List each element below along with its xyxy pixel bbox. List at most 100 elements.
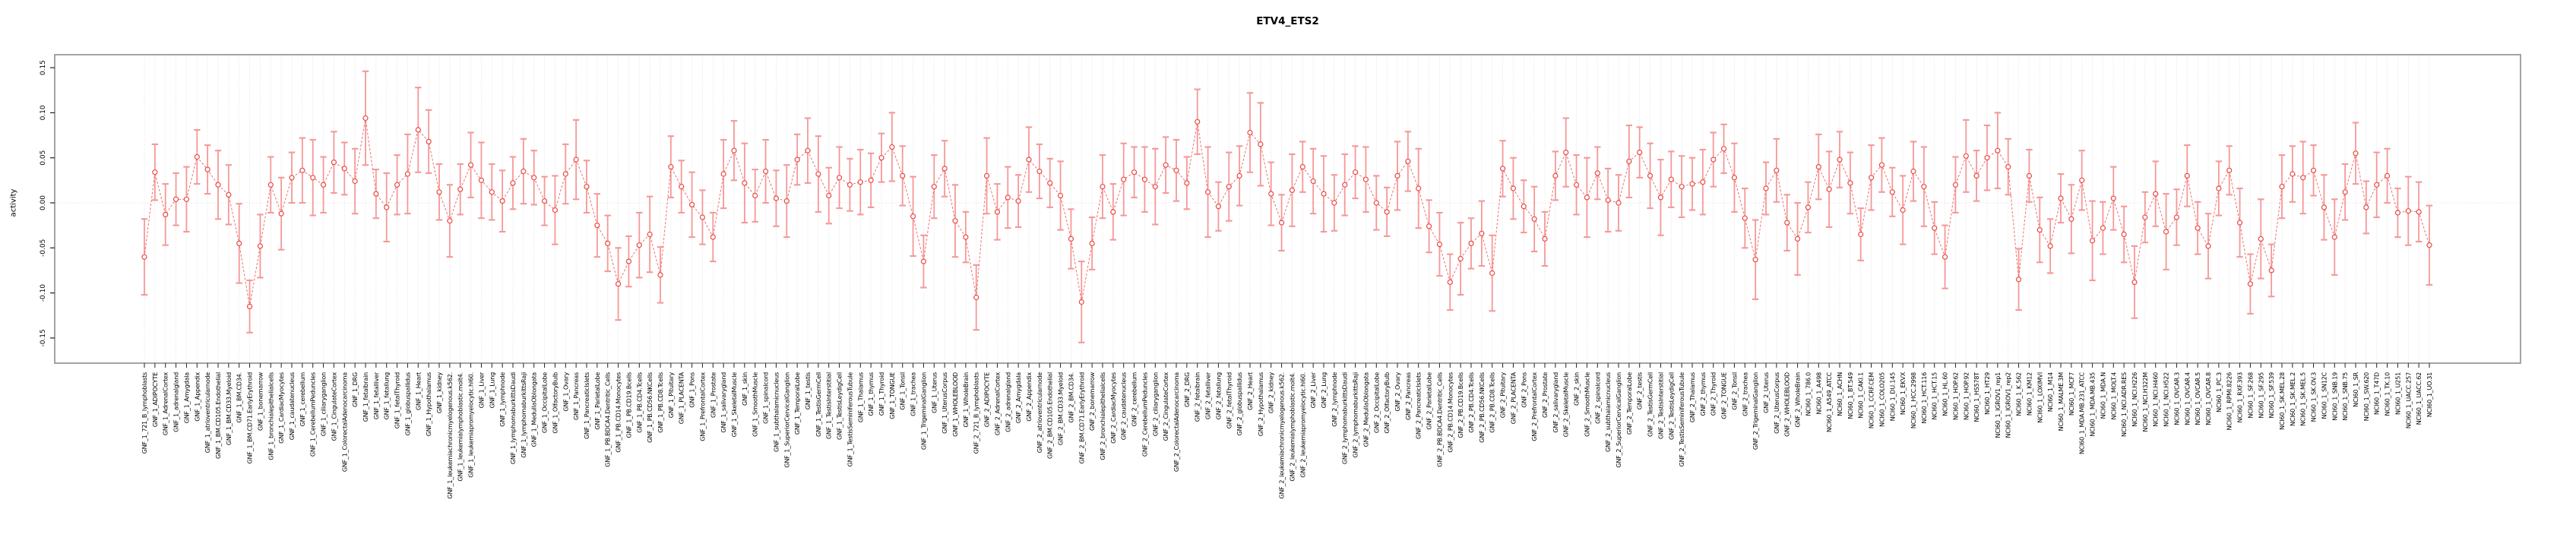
data-point: [467, 162, 474, 168]
x-tick-label: GNF_2_fetalThyroid: [1226, 372, 1233, 428]
x-tick-label: GNF_1_ADIPOCYTE: [152, 372, 159, 427]
x-tick-label: NCI60_1_HOP.62: [1952, 372, 1959, 420]
x-tick-label: GNF_1_Heart: [415, 372, 422, 410]
data-point: [878, 155, 885, 161]
data-point: [1679, 184, 1685, 190]
x-tick-label: NCI60_1_IGROV1_rep2: [2005, 372, 2012, 438]
x-tick-label: GNF_1_BM.CD34.: [236, 372, 243, 422]
data-point: [1131, 169, 1138, 175]
data-point: [605, 240, 611, 246]
data-point: [2163, 229, 2169, 235]
x-tick-label: GNF_1_MedullaOblongata: [531, 372, 538, 447]
x-tick-label: GNF_2_globuspallidus: [1236, 372, 1243, 435]
x-tick-label: GNF_1_Ovary: [562, 372, 569, 412]
data-point: [826, 192, 832, 199]
data-point: [762, 168, 769, 175]
x-tick-label: GNF_1_thymus: [868, 372, 875, 416]
x-tick-label: GNF_1_Lung: [489, 372, 495, 409]
x-tick-label: GNF_2_TONGUE: [1721, 372, 1728, 419]
data-point: [615, 281, 622, 287]
connector-line: [144, 118, 2430, 307]
x-tick-label: GNF_1_leukemiapromyelocytic.hl60.: [468, 372, 475, 478]
data-point: [1310, 178, 1316, 185]
data-point: [2394, 210, 2401, 216]
x-tick-label: GNF_2_SkeletalMuscle: [1563, 372, 1570, 438]
x-tick-label: GNF_1_leukemiachronicmyelogenous.k562.: [447, 372, 454, 499]
x-tick-label: NCI60_1_SF.539: [2268, 372, 2275, 419]
x-tick-label: GNF_1_trachea: [910, 372, 917, 416]
data-point: [1552, 172, 1559, 179]
x-tick-label: GNF_1_AdrenalCortex: [163, 372, 169, 436]
data-point: [1742, 215, 1748, 221]
data-point: [415, 127, 421, 133]
data-point: [2353, 150, 2359, 157]
x-tick-label: NCI60_1_MALME.3M: [2058, 372, 2065, 432]
data-point: [1479, 230, 1485, 236]
data-point: [2142, 214, 2148, 220]
x-tick-label: GNF_2_leukemiapromyelocytic.hl60.: [1299, 372, 1306, 478]
x-tick-label: GNF_1_TONGUE: [889, 372, 896, 419]
x-tick-label: NCI60_1_ACHN: [1837, 372, 1843, 416]
x-tick-label: NCI60_1_MDA.MB.231_ATCC: [2079, 372, 2086, 454]
x-tick-label: GNF_1_bronchialepithelialcells: [267, 372, 274, 460]
data-point: [805, 147, 811, 153]
x-tick-label: GNF_2_ciliaryganglion: [1152, 372, 1159, 436]
data-point: [636, 242, 642, 248]
data-point: [1542, 236, 1548, 242]
data-point: [983, 172, 990, 179]
data-point: [2363, 204, 2369, 210]
x-tick-label: GNF_2_Appendix: [1026, 372, 1033, 422]
data-point: [1963, 153, 1969, 159]
x-tick-label: GNF_2_TrigeminalGanglion: [1752, 372, 1759, 450]
data-point: [1057, 192, 1064, 199]
data-point: [1657, 194, 1664, 201]
x-tick-label: GNF_1_caudatenucleus: [289, 372, 296, 440]
x-tick-label: NCI60_1_UO.31: [2426, 372, 2433, 417]
data-point: [152, 169, 158, 175]
x-tick-label: GNF_2_UterusCorpus: [1774, 372, 1780, 434]
y-tick-label: 0.00: [40, 195, 47, 210]
x-tick-label: GNF_1_PB.CD4.Tcells: [636, 372, 643, 433]
data-point: [478, 177, 485, 183]
x-tick-label: GNF_1_CerebellumPeduncles: [310, 372, 317, 457]
x-tick-label: GNF_1_Pituitary: [668, 372, 675, 419]
data-point: [1531, 216, 1537, 222]
data-point: [362, 115, 369, 122]
x-tick-label: NCI60_1_KM12: [2026, 372, 2033, 416]
x-tick-label: NCI60_1_NCI.ADR.RES: [2121, 372, 2128, 437]
data-point: [1226, 184, 1232, 190]
data-point: [1195, 119, 1201, 125]
data-point: [952, 218, 958, 224]
data-point: [1784, 220, 1790, 226]
data-point: [1689, 181, 1695, 187]
data-point: [1152, 184, 1158, 190]
x-tick-label: GNF_2_721_B_lymphoblasts: [973, 372, 980, 454]
data-point: [720, 171, 726, 177]
x-tick-label: NCI60_1_MDA.MB.435: [2090, 372, 2097, 437]
data-point: [1100, 184, 1106, 190]
x-tick-label: GNF_2_BM.CD71.EarlyErythroid: [1078, 372, 1085, 464]
data-point: [426, 138, 432, 144]
data-point: [447, 218, 453, 224]
x-tick-label: GNF_1_WholeBrain: [963, 372, 970, 428]
data-point: [1594, 170, 1600, 176]
x-tick-label: GNF_2_thymus: [1700, 372, 1707, 416]
data-point: [584, 184, 590, 190]
x-tick-label: GNF_1_Liver: [478, 372, 485, 408]
data-point: [1110, 209, 1116, 215]
data-point: [1805, 204, 1812, 210]
x-tick-label: GNF_2_BM.CD34.: [1068, 372, 1074, 422]
data-point: [1499, 166, 1506, 172]
data-point: [1952, 182, 1959, 188]
x-tick-label: NCI60_1_SK.MEL.28: [2279, 372, 2286, 430]
x-tick-label: GNF_1_WHOLEBLOOD: [952, 372, 959, 437]
data-point: [2216, 185, 2222, 191]
x-tick-label: GNF_1_Tonsil: [900, 372, 907, 410]
data-point: [963, 234, 969, 240]
x-tick-label: GNF_2_leukemiachronicmyelogenous.k562.: [1279, 372, 1286, 499]
data-point: [2247, 281, 2254, 287]
x-tick-label: NCI60_1_NCI.H322M: [2142, 372, 2149, 432]
x-tick-label: GNF_1_SuperiorCervicalGanglion: [783, 372, 790, 468]
x-tick-label: GNF_1_lymphomaburkittsDaudi: [510, 372, 517, 464]
